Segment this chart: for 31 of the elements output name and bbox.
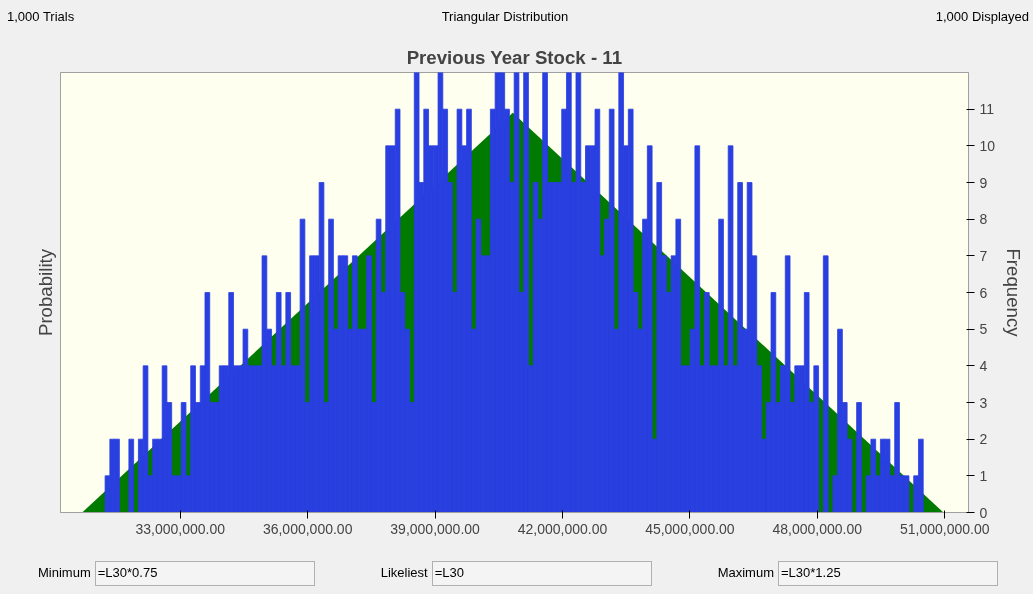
x-tick-label: 48,000,000.00 <box>772 520 863 537</box>
x-tick-label: 45,000,000.00 <box>645 520 735 537</box>
y2-tick-label: 10 <box>979 137 996 154</box>
text: Likeliest <box>380 564 428 582</box>
text: =L30 <box>431 561 652 586</box>
chart-title: Previous Year Stock - 11 <box>406 46 623 68</box>
y2-tick-label: 2 <box>979 431 988 448</box>
text: Triangular Distribution <box>441 8 569 26</box>
y2-tick-label: 6 <box>979 284 988 301</box>
x-tick-label: 42,000,000.00 <box>517 520 608 537</box>
x-tick-label: 51,000,000.00 <box>899 520 990 537</box>
x-tick-label: 39,000,000.00 <box>390 520 481 537</box>
y2-tick-label: 5 <box>979 321 988 338</box>
text: Minimum <box>37 564 91 582</box>
text: Maximum <box>717 564 774 582</box>
x-tick-label: 33,000,000.00 <box>135 520 226 537</box>
y2-tick-label: 3 <box>979 394 988 411</box>
text: 1,000 Trials <box>7 8 75 26</box>
y2-tick-label: 7 <box>979 247 988 264</box>
y2-tick-label: 11 <box>979 101 995 118</box>
text: =L30*0.75 <box>94 561 315 586</box>
x-tick-label: 36,000,000.00 <box>262 520 353 537</box>
y2-tick-label: 4 <box>979 357 988 374</box>
y2-tick-label: 0 <box>979 504 988 521</box>
y2-tick-label: 8 <box>979 211 988 228</box>
text: 1,000 Displayed <box>935 8 1029 26</box>
y-axis-title: Probability <box>34 248 56 337</box>
y2-tick-label: 1 <box>979 467 988 484</box>
y2-axis-title: Frequency <box>1003 248 1025 338</box>
y2-tick-label: 9 <box>979 174 988 191</box>
text: =L30*1.25 <box>778 561 998 586</box>
